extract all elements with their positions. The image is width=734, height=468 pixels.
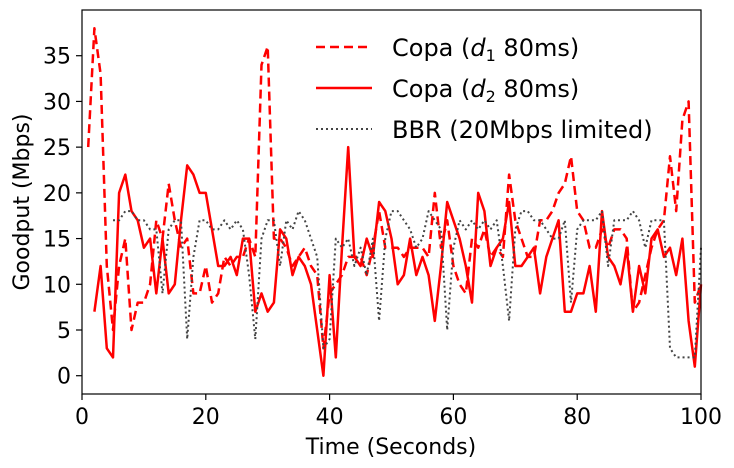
legend-label-3: BBR (20Mbps limited) [392, 116, 653, 144]
x-tick-label: 80 [563, 405, 591, 430]
x-tick-label: 60 [439, 405, 467, 430]
x-tick-label: 40 [316, 405, 344, 430]
series-line-1 [86, 27, 703, 350]
y-tick-label: 5 [57, 319, 71, 344]
x-tick-label: 0 [75, 405, 89, 430]
plot-background [82, 10, 701, 394]
x-tick-label: 20 [192, 405, 220, 430]
y-tick-label: 25 [43, 136, 71, 161]
legend-label-2: Copa (d2 80ms) [392, 75, 579, 106]
series-line-2 [93, 145, 703, 377]
y-tick-label: 20 [43, 182, 71, 207]
legend-label-1: Copa (d1 80ms) [392, 34, 579, 65]
x-axis: 0 20 40 60 80 100 [75, 394, 722, 430]
plot-frame [81, 9, 702, 395]
y-tick-label: 0 [57, 365, 71, 390]
series-layer [86, 27, 703, 377]
x-axis-label: Time (Seconds) [305, 435, 476, 460]
y-axis-label: Goodput (Mbps) [10, 114, 35, 291]
y-tick-label: 35 [43, 45, 71, 70]
y-tick-label: 15 [43, 228, 71, 253]
y-tick-label: 10 [43, 273, 71, 298]
x-tick-label: 100 [680, 405, 722, 430]
y-axis: 0 5 10 15 20 25 30 35 [43, 45, 82, 390]
legend: Copa (d1 80ms) Copa (d2 80ms) BBR (20Mbps … [316, 34, 653, 144]
y-tick-label: 30 [43, 90, 71, 115]
